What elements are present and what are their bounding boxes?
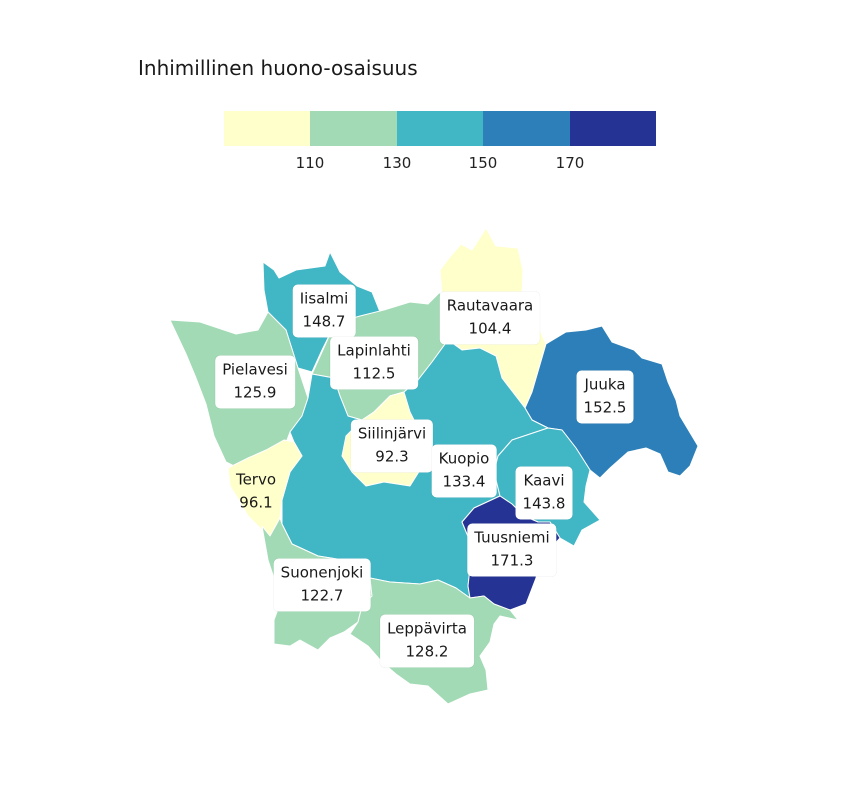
region-tervo[interactable] <box>227 439 303 537</box>
legend-tick-110: 110 <box>295 154 325 172</box>
label-name-leppavirta: Leppävirta <box>387 619 467 638</box>
label-value-juuka: 152.5 <box>583 398 627 417</box>
label-name-kuopio: Kuopio <box>438 449 490 468</box>
label-rautavaara: Rautavaara 104.4 <box>439 291 541 345</box>
label-value-siilinjarvi: 92.3 <box>375 447 409 466</box>
label-value-suonenjoki: 122.7 <box>300 586 344 605</box>
label-kaavi: Kaavi 143.8 <box>515 466 573 520</box>
label-name-kaavi: Kaavi <box>523 471 565 490</box>
label-leppavirta: Leppävirta 128.2 <box>380 614 474 668</box>
legend-swatch-4 <box>483 111 570 146</box>
label-value-rautavaara: 104.4 <box>468 319 512 338</box>
label-name-tervo: Tervo <box>235 470 277 489</box>
label-juuka: Juuka 152.5 <box>576 370 634 424</box>
label-name-siilinjarvi: Siilinjärvi <box>357 424 427 443</box>
label-value-kaavi: 143.8 <box>522 494 566 513</box>
label-name-suonenjoki: Suonenjoki <box>280 563 364 582</box>
map-title: Inhimillinen huono-osaisuus <box>138 56 418 80</box>
label-name-juuka: Juuka <box>584 375 626 394</box>
label-name-pielavesi: Pielavesi <box>222 360 288 379</box>
label-value-leppavirta: 128.2 <box>405 642 449 661</box>
label-value-pielavesi: 125.9 <box>233 383 277 402</box>
legend-tick-170: 170 <box>555 154 585 172</box>
label-name-tuusniemi: Tuusniemi <box>474 528 550 547</box>
label-value-tuusniemi: 171.3 <box>490 551 534 570</box>
label-iisalmi: Iisalmi 148.7 <box>292 284 356 338</box>
legend-tick-130: 130 <box>382 154 412 172</box>
legend-swatch-1 <box>224 111 311 146</box>
label-value-lapinlahti: 112.5 <box>352 364 396 383</box>
label-kuopio: Kuopio 133.4 <box>431 444 497 498</box>
label-pielavesi: Pielavesi 125.9 <box>215 355 295 409</box>
legend-ticks: 110 130 150 170 <box>224 154 656 176</box>
legend-swatch-2 <box>310 111 397 146</box>
label-suonenjoki: Suonenjoki 122.7 <box>273 558 371 612</box>
label-siilinjarvi: Siilinjärvi 92.3 <box>350 419 434 473</box>
label-name-iisalmi: Iisalmi <box>299 289 349 308</box>
label-value-tervo: 96.1 <box>239 493 273 512</box>
legend-tick-150: 150 <box>468 154 498 172</box>
label-lapinlahti: Lapinlahti 112.5 <box>330 336 418 390</box>
legend-swatch-5 <box>569 111 657 146</box>
label-tuusniemi: Tuusniemi 171.3 <box>467 523 557 577</box>
color-legend <box>224 111 657 146</box>
label-tervo: Tervo 96.1 <box>229 466 283 519</box>
legend-swatch-3 <box>396 111 484 146</box>
label-value-iisalmi: 148.7 <box>302 312 346 331</box>
label-name-lapinlahti: Lapinlahti <box>337 341 411 360</box>
label-value-kuopio: 133.4 <box>442 472 486 491</box>
label-name-rautavaara: Rautavaara <box>446 296 534 315</box>
